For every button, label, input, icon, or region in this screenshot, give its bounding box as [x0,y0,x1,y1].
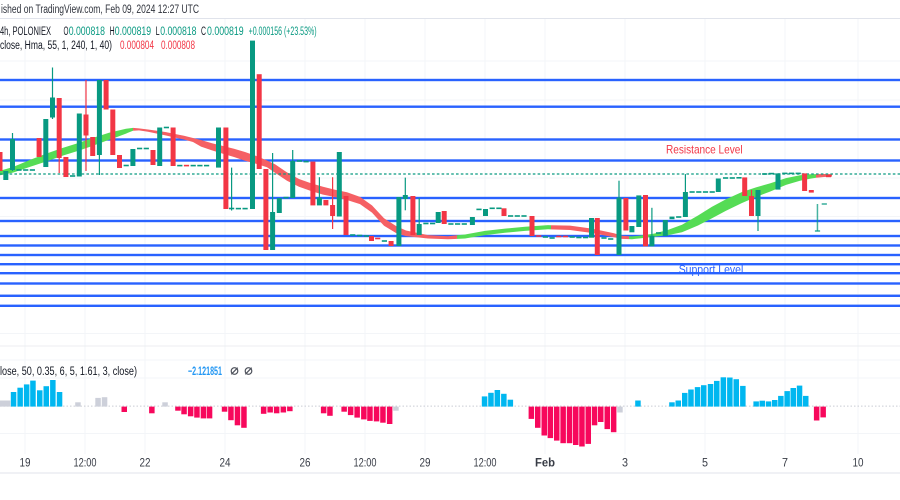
svg-text:19: 19 [20,457,31,469]
svg-text:lose, 50, 0.35, 6, 5, 1.61, 3,: lose, 50, 0.35, 6, 5, 1.61, 3, close) [0,366,137,378]
svg-text:12:00: 12:00 [354,457,377,469]
svg-text:0.000804: 0.000804 [120,40,154,52]
svg-text:0.000818: 0.000818 [69,26,105,38]
svg-text:26: 26 [300,457,311,469]
svg-text:0.000818: 0.000818 [160,26,196,38]
svg-text:Feb: Feb [535,457,555,469]
svg-text:−2.121851: −2.121851 [188,366,222,378]
svg-text:10: 10 [853,457,864,469]
svg-text:0.000808: 0.000808 [161,40,195,52]
svg-text:Resistance Level: Resistance Level [666,143,743,157]
svg-text:3: 3 [622,457,628,469]
svg-text:close, Hma, 55, 1, 240, 1, 40): close, Hma, 55, 1, 240, 1, 40) [0,40,112,52]
svg-text:+0.000156 (+23.53%): +0.000156 (+23.53%) [249,26,317,38]
svg-text:12:00: 12:00 [474,457,497,469]
svg-text:24: 24 [220,457,232,469]
svg-text:Support Level: Support Level [679,263,744,277]
svg-text:C: C [201,26,206,38]
svg-text:12:00: 12:00 [74,457,97,469]
svg-text:O: O [64,26,69,38]
svg-text:H: H [110,26,115,38]
svg-text:ished on TradingView.com, Feb: ished on TradingView.com, Feb 09, 2024 1… [1,4,199,16]
svg-text:29: 29 [420,457,431,469]
svg-text:22: 22 [140,457,151,469]
svg-text:0.000819: 0.000819 [115,26,151,38]
svg-text:0.000819: 0.000819 [207,26,244,38]
svg-text:5: 5 [702,457,708,469]
svg-text:7: 7 [782,457,788,469]
svg-text:4h, POLONIEX: 4h, POLONIEX [0,26,51,38]
svg-text:L: L [156,26,160,38]
